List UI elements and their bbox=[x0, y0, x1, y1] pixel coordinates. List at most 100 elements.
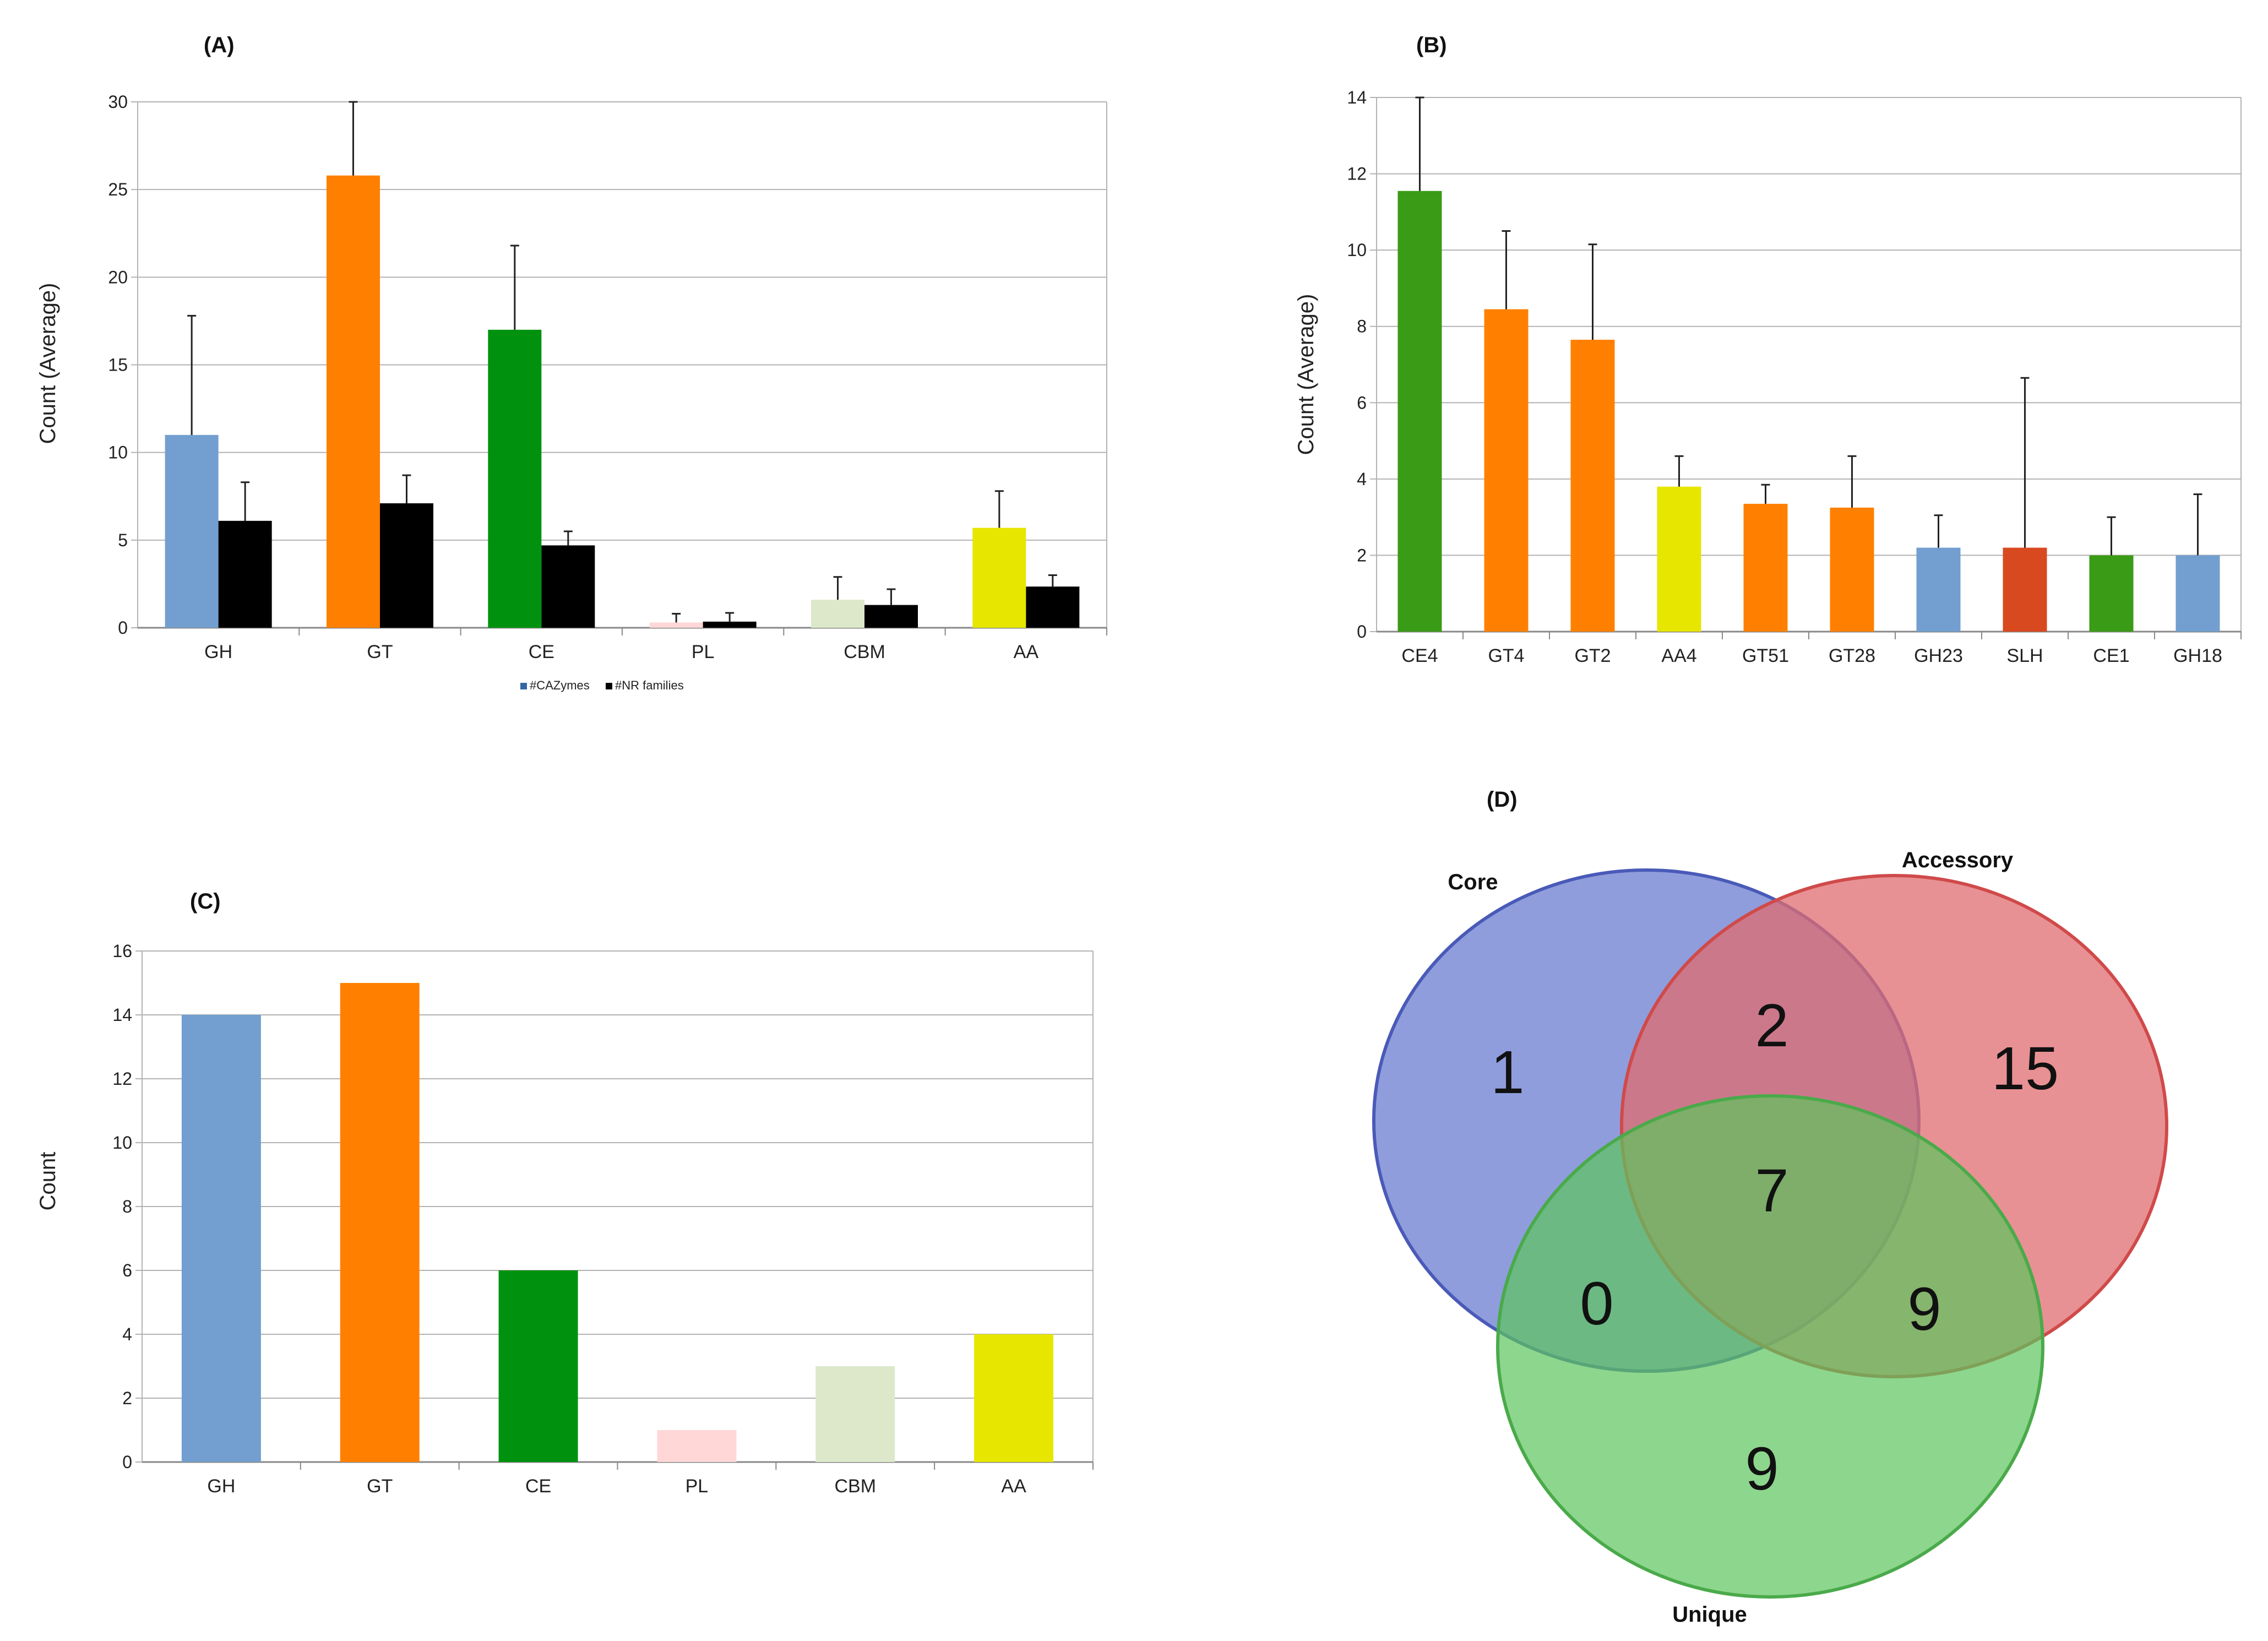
panel-c-y-tick-label: 4 bbox=[122, 1324, 132, 1344]
panel-c-y-tick-label: 12 bbox=[112, 1069, 132, 1089]
panel-b-y-tick-label: 8 bbox=[1357, 317, 1367, 336]
venn-region-core-unique: 0 bbox=[1580, 1270, 1613, 1338]
panel-b-bar-gt4 bbox=[1484, 309, 1529, 632]
panel-b-label: (B) bbox=[1416, 33, 1447, 57]
panel-b-y-ticks: 0 2 4 6 8 10 12 14 bbox=[1347, 88, 1367, 642]
panel-a-y-tick-label: 20 bbox=[108, 267, 128, 287]
panel-b-y-tick-label: 2 bbox=[1357, 545, 1367, 565]
legend-swatch-cazymes bbox=[520, 683, 527, 689]
panel-c-y-tick-label: 14 bbox=[112, 1005, 132, 1025]
panel-a-bars bbox=[165, 101, 1080, 628]
panel-b-y-tick-label: 0 bbox=[1357, 622, 1367, 642]
panel-a-y-axis-label: Count (Average) bbox=[36, 283, 60, 444]
venn-region-unique-only: 9 bbox=[1745, 1435, 1778, 1503]
panel-b-y-axis-label: Count (Average) bbox=[1294, 294, 1318, 455]
panel-a-bar-nr-families bbox=[1026, 586, 1080, 628]
panel-a-bar-cazymes bbox=[972, 528, 1026, 628]
panel-c-y-tick-label: 0 bbox=[122, 1452, 132, 1472]
panel-c-y-tick-label: 10 bbox=[112, 1133, 132, 1153]
panel-b-bar-gt2 bbox=[1570, 339, 1615, 632]
panel-a-bar-nr-families bbox=[703, 621, 757, 628]
panel-a-x-tick-label: PL bbox=[692, 642, 715, 662]
panel-b-x-tick-label: CE1 bbox=[2093, 645, 2129, 666]
panel-c-bar-aa bbox=[974, 1334, 1054, 1462]
panel-a-bar-cazymes bbox=[327, 175, 380, 628]
panel-a-bar-nr-families bbox=[218, 520, 272, 628]
panel-a-y-tick-label: 10 bbox=[108, 443, 128, 463]
panel-a-bar-cazymes bbox=[165, 434, 219, 628]
panel-b-bar-gt51 bbox=[1743, 503, 1788, 632]
panel-b-x-tick-label: GT28 bbox=[1829, 645, 1875, 666]
panel-a-y-tick-label: 15 bbox=[108, 355, 128, 375]
venn-set-label-accessory: Accessory bbox=[1902, 848, 2014, 872]
venn-region-all-three: 7 bbox=[1755, 1157, 1788, 1225]
panel-b-y-tick-label: 4 bbox=[1357, 469, 1367, 489]
panel-a: (A) Count (Average) 0 5 10 15 20 25 30 GH GT CE P… bbox=[36, 33, 1107, 692]
venn-set-label-unique: Unique bbox=[1672, 1602, 1747, 1627]
panel-b-y-tick-label: 12 bbox=[1347, 164, 1367, 184]
panel-b-x-tick-label: AA4 bbox=[1661, 645, 1696, 666]
panel-b-bar-gh23 bbox=[1916, 547, 1961, 632]
panel-a-x-tick-label: GH bbox=[204, 642, 232, 662]
panel-c-x-tick-label: CBM bbox=[834, 1476, 876, 1497]
panel-c-bar-gh bbox=[181, 1015, 261, 1462]
panel-a-x-ticks: GH GT CE PL CBM AA bbox=[204, 642, 1038, 662]
panel-d-venn: (D) Core Accessory Unique 1 2 15 7 0 9 9 bbox=[1372, 787, 2168, 1627]
panel-a-legend: #CAZymes #NR families bbox=[520, 678, 684, 692]
venn-set-label-core: Core bbox=[1448, 870, 1498, 894]
panel-b-x-tick-label: GH23 bbox=[1914, 645, 1963, 666]
panel-a-bar-cazymes bbox=[811, 600, 864, 628]
panel-c-bar-ce bbox=[498, 1270, 578, 1462]
panel-c-y-axis-label: Count bbox=[36, 1152, 60, 1211]
venn-region-accessory-only: 15 bbox=[1992, 1035, 2059, 1102]
panel-b-x-ticks: CE4 GT4 GT2 AA4 GT51 GT28 GH23 SLH CE1 GH18 bbox=[1401, 645, 2222, 666]
panel-b-y-tick-label: 10 bbox=[1347, 240, 1367, 260]
panel-c-y-ticks: 0 2 4 6 8 10 12 14 16 bbox=[112, 941, 132, 1472]
panel-b-x-tick-label: SLH bbox=[2006, 645, 2043, 666]
panel-a-grid bbox=[131, 101, 1107, 635]
panel-c-y-tick-label: 8 bbox=[122, 1197, 132, 1216]
panel-c-x-ticks: GH GT CE PL CBM AA bbox=[207, 1476, 1026, 1497]
panel-b-x-tick-label: CE4 bbox=[1401, 645, 1438, 666]
venn-region-accessory-unique: 9 bbox=[1907, 1275, 1941, 1343]
panel-a-bar-nr-families bbox=[864, 605, 918, 628]
panel-b-y-tick-label: 14 bbox=[1347, 88, 1367, 107]
venn-region-core-only: 1 bbox=[1491, 1039, 1524, 1106]
panel-c-x-tick-label: PL bbox=[686, 1476, 709, 1497]
panel-c-bar-gt bbox=[340, 983, 420, 1462]
panel-c-bar-pl bbox=[657, 1430, 737, 1462]
panel-b-bar-gt28 bbox=[1830, 507, 1874, 632]
panel-b-y-tick-label: 6 bbox=[1357, 393, 1367, 412]
legend-label-nr-families: #NR families bbox=[615, 678, 684, 692]
panel-b-bar-aa4 bbox=[1657, 486, 1701, 632]
panel-c-bars bbox=[181, 983, 1054, 1462]
legend-swatch-nr-families bbox=[606, 683, 612, 689]
panel-a-x-tick-label: CBM bbox=[844, 642, 885, 662]
panel-b-x-tick-label: GT51 bbox=[1742, 645, 1789, 666]
panel-b-bar-gh18 bbox=[2175, 555, 2220, 632]
panel-b-bar-ce4 bbox=[1397, 191, 1442, 632]
panel-a-bar-nr-families bbox=[380, 503, 433, 628]
panel-a-x-tick-label: CE bbox=[529, 642, 554, 662]
panel-a-x-tick-label: GT bbox=[367, 642, 393, 662]
panel-c-x-tick-label: GH bbox=[207, 1476, 235, 1497]
panel-c-y-tick-label: 16 bbox=[112, 941, 132, 961]
panel-d-label: (D) bbox=[1487, 787, 1518, 812]
panel-a-bar-cazymes bbox=[649, 622, 703, 628]
panel-a-bar-nr-families bbox=[541, 545, 595, 628]
panel-a-bar-cazymes bbox=[488, 329, 542, 628]
panel-b: (B) Count (Average) 0 2 4 6 8 10 12 14 CE4 GT4 GT… bbox=[1294, 33, 2242, 666]
panel-a-y-tick-label: 30 bbox=[108, 92, 128, 112]
panel-b-x-tick-label: GT2 bbox=[1574, 645, 1611, 666]
panel-c-x-tick-label: CE bbox=[525, 1476, 551, 1497]
panel-a-y-tick-label: 0 bbox=[118, 618, 128, 638]
venn-circle-unique bbox=[1496, 1094, 2044, 1599]
panel-b-bar-slh bbox=[2003, 547, 2047, 632]
panel-c-grid bbox=[135, 950, 1094, 1470]
panel-b-bars bbox=[1397, 96, 2220, 632]
panel-c-label: (C) bbox=[190, 889, 221, 914]
panel-c: (C) Count 0 2 4 6 8 10 12 14 16 GH GT CE PL CBM AA bbox=[36, 889, 1094, 1497]
panel-b-bar-ce1 bbox=[2089, 555, 2134, 632]
panel-c-bar-cbm bbox=[815, 1366, 895, 1462]
